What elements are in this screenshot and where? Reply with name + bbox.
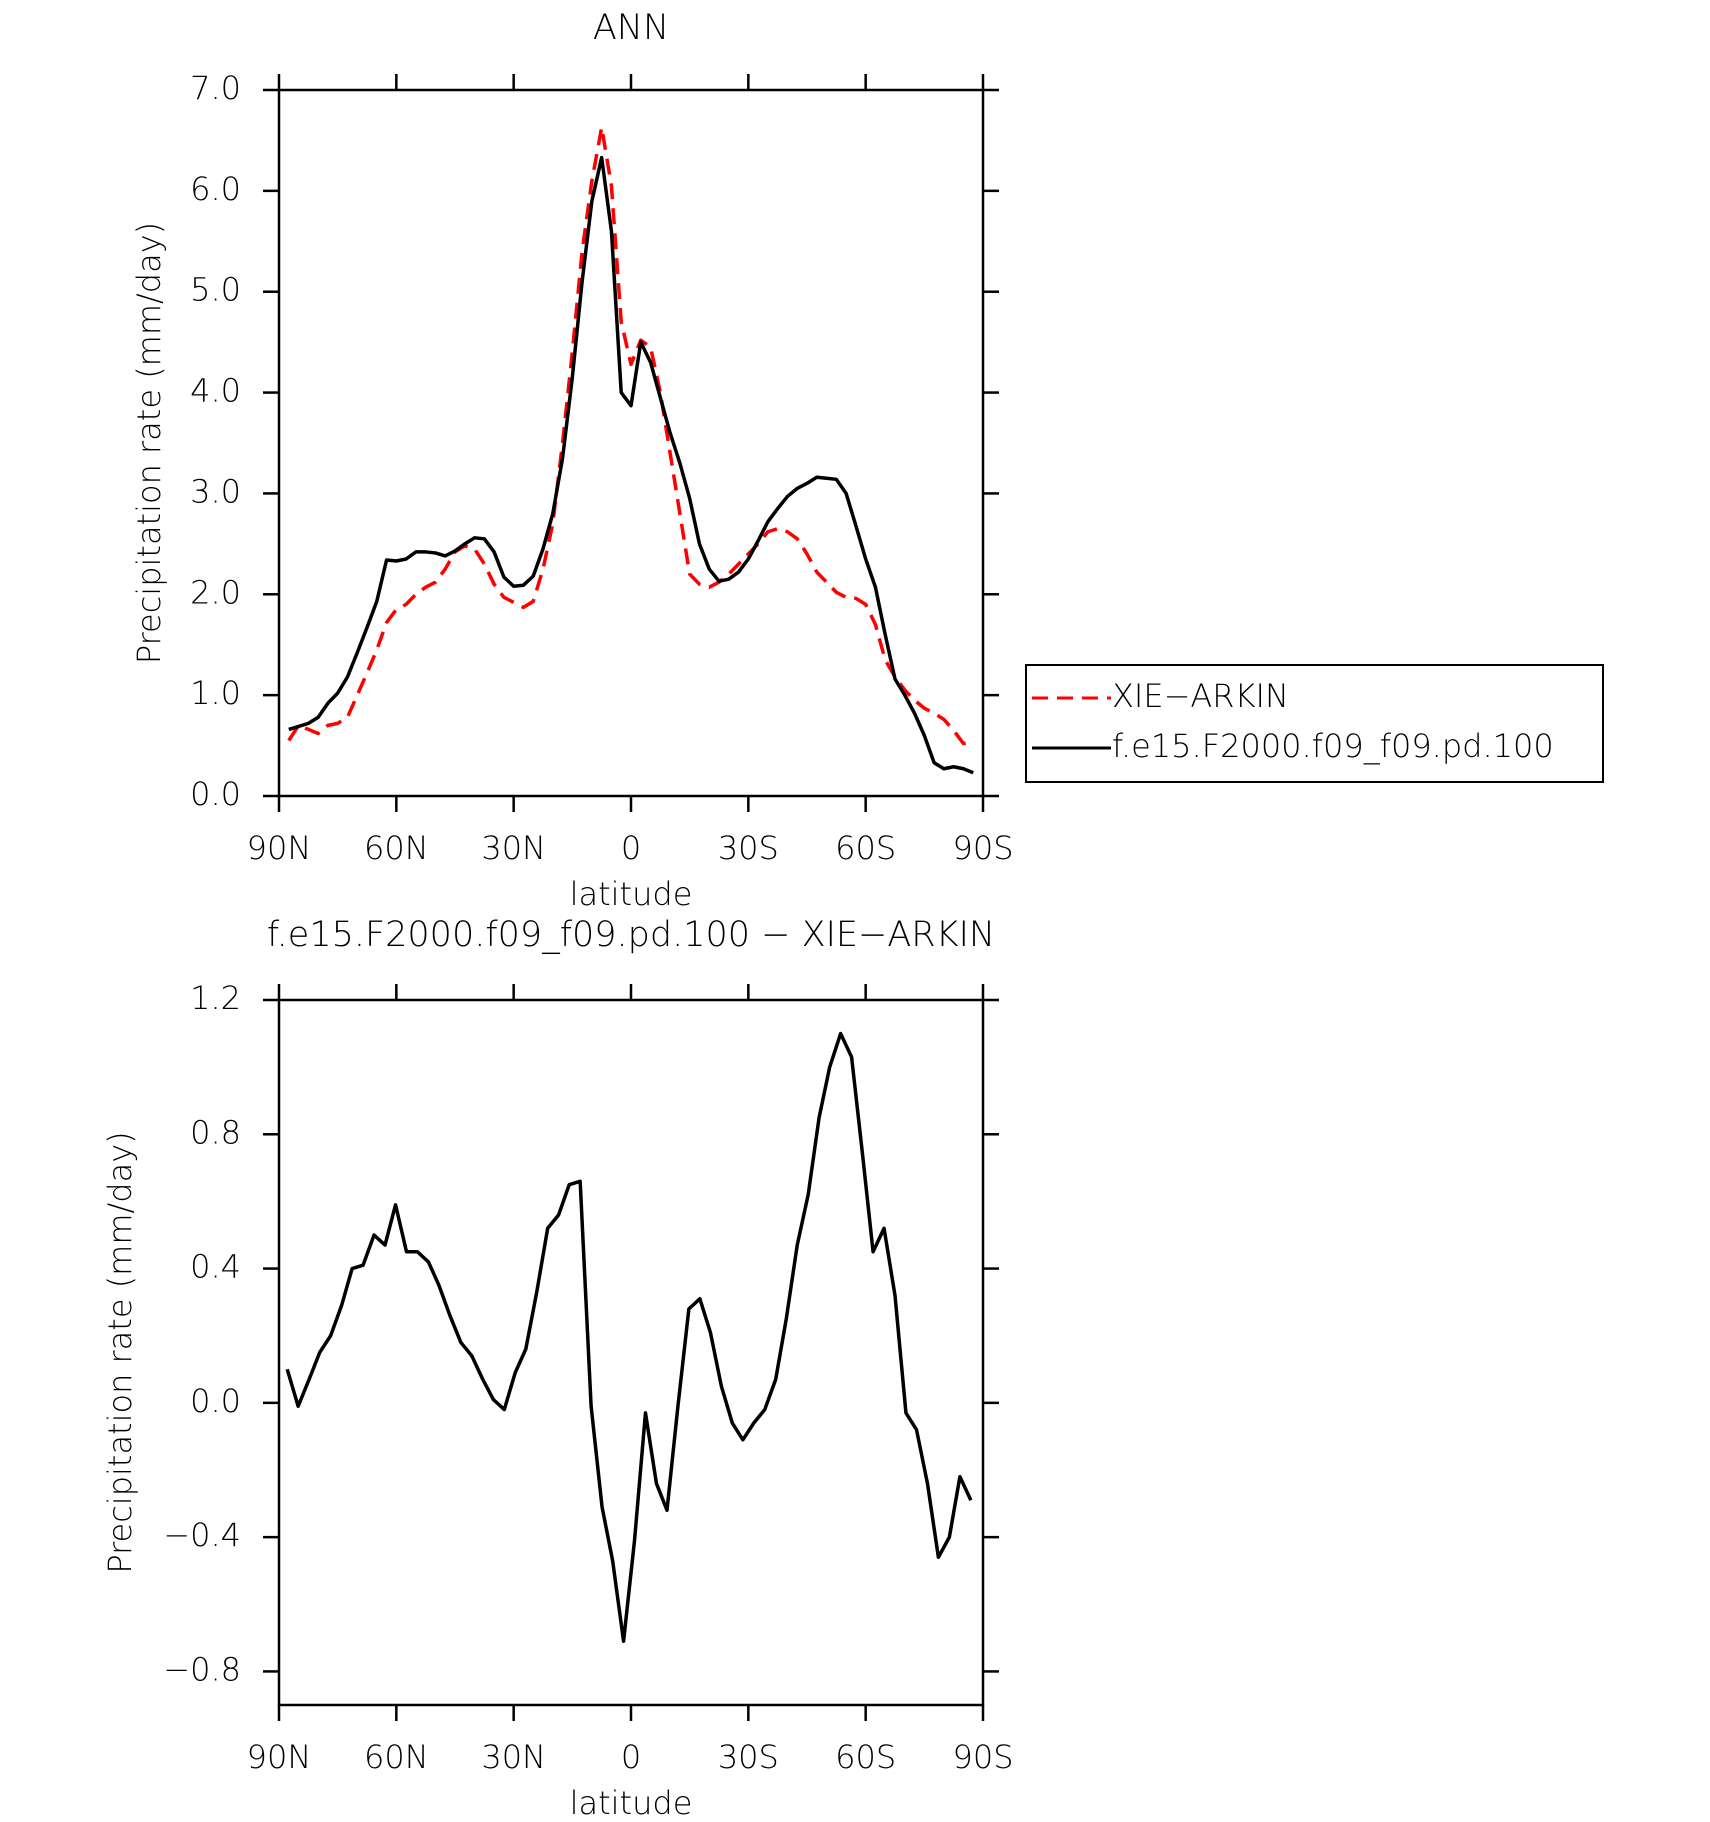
data-line (285, 1031, 973, 1643)
x-tick-label: 30S (718, 1738, 779, 1776)
x-tick-label: 60S (835, 829, 896, 867)
y-tick-label: 0.0 (190, 1382, 241, 1420)
legend-label: f.e15.F2000.f09_f09.pd.100 (1112, 727, 1554, 765)
y-tick-label: 0.8 (190, 1113, 241, 1151)
plot-frame (277, 88, 985, 798)
y-tick-label: −0.4 (163, 1516, 241, 1554)
x-axis-label: latitude (570, 875, 693, 913)
x-tick-label: 90S (952, 829, 1013, 867)
y-axis-label: Precipitation rate (mm/day) (130, 222, 168, 664)
x-axis-label: latitude (570, 1784, 693, 1822)
x-tick-label: 60N (364, 1738, 429, 1776)
y-tick-label: 5.0 (190, 271, 241, 309)
x-tick-label: 90N (247, 829, 312, 867)
x-tick-label: 30S (718, 829, 779, 867)
y-tick-label: −0.8 (163, 1650, 241, 1688)
x-tick-label: 0 (621, 829, 641, 867)
chart-title: f.e15.F2000.f09_f09.pd.100 − XIE−ARKIN (267, 915, 995, 955)
y-tick-label: 6.0 (190, 170, 241, 208)
plot-frame (277, 998, 985, 1707)
x-tick-label: 30N (481, 829, 546, 867)
y-tick-label: 2.0 (190, 573, 241, 611)
y-tick-label: 1.2 (190, 979, 241, 1017)
x-tick-label: 90N (247, 1738, 312, 1776)
x-tick-label: 90S (952, 1738, 1013, 1776)
y-tick-label: 0.4 (190, 1248, 241, 1286)
x-tick-label: 60S (835, 1738, 896, 1776)
y-tick-label: 4.0 (190, 372, 241, 410)
x-tick-label: 60N (364, 829, 429, 867)
y-tick-label: 3.0 (190, 472, 241, 510)
data-line (288, 155, 974, 775)
x-tick-label: 30N (481, 1738, 546, 1776)
chart-title: ANN (593, 8, 669, 48)
x-tick-label: 0 (621, 1738, 641, 1776)
legend-box (1025, 664, 1604, 783)
data-line (287, 125, 974, 746)
legend-label: XIE−ARKIN (1112, 677, 1289, 715)
y-tick-label: 7.0 (190, 69, 241, 107)
y-axis-label: Precipitation rate (mm/day) (101, 1131, 139, 1573)
y-tick-label: 0.0 (190, 775, 241, 813)
y-tick-label: 1.0 (190, 674, 241, 712)
